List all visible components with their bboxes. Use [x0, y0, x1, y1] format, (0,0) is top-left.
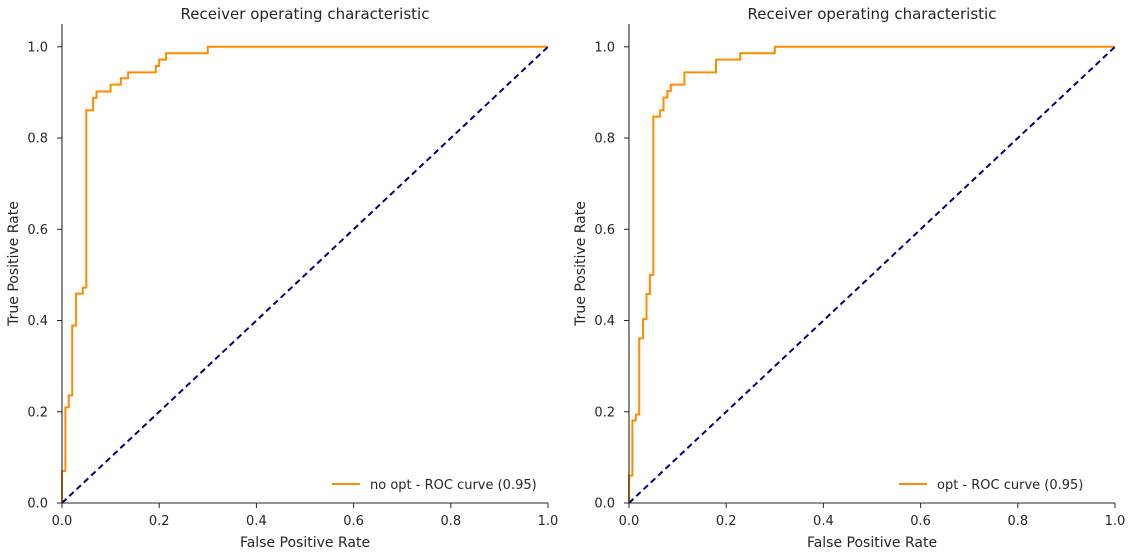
y-tick-label: 0.4: [27, 314, 48, 329]
y-tick-label: 0.0: [27, 497, 48, 512]
x-tick-label: 0.2: [716, 514, 737, 529]
chance-diagonal-line: [61, 46, 549, 504]
chart-panel-1: 0.0 0.2 0.4 0.6 0.8 1.0 0.0 0.2 0.4 0.6 0.8 1.0 Rece…: [6, 5, 558, 551]
chart-title: Receiver operating characteristic: [748, 5, 997, 23]
y-tick-label: 0.8: [594, 132, 615, 147]
y-tick-label: 0.0: [594, 497, 615, 512]
roc-curve-line: [628, 45, 1115, 503]
x-tick-label: 0.6: [910, 514, 931, 529]
x-tick-label: 0.0: [619, 514, 640, 529]
x-axis-label: False Positive Rate: [807, 535, 937, 551]
x-tick-label: 0.4: [246, 514, 267, 529]
chart-panel-2: 0.0 0.2 0.4 0.6 0.8 1.0 0.0 0.2 0.4 0.6 0.8 1.0 Rece…: [573, 5, 1125, 551]
y-tick-label: 0.6: [594, 223, 615, 238]
x-axis-label: False Positive Rate: [240, 535, 370, 551]
roc-curve-line: [61, 45, 548, 503]
x-tick-label: 0.6: [343, 514, 364, 529]
y-tick-label: 0.2: [27, 405, 48, 420]
x-tick-label: 1.0: [538, 514, 559, 529]
x-tick-label: 1.0: [1105, 514, 1126, 529]
x-tick-label: 0.4: [813, 514, 834, 529]
y-tick-label: 1.0: [594, 40, 615, 55]
y-tick-label: 0.4: [594, 314, 615, 329]
y-axis-label: True Positive Rate: [6, 201, 22, 327]
chart-title: Receiver operating characteristic: [181, 5, 430, 23]
y-tick-label: 0.2: [594, 405, 615, 420]
y-tick-label: 0.6: [27, 223, 48, 238]
legend-entry: no opt - ROC curve (0.95): [332, 478, 537, 493]
legend-entry: opt - ROC curve (0.95): [899, 478, 1083, 493]
y-axis-label: True Positive Rate: [573, 201, 589, 327]
x-tick-label: 0.8: [1007, 514, 1028, 529]
y-tick-label: 1.0: [27, 40, 48, 55]
legend-label: no opt - ROC curve (0.95): [370, 478, 537, 493]
chance-diagonal-line: [628, 46, 1116, 504]
x-tick-label: 0.8: [440, 514, 461, 529]
x-tick-label: 0.2: [149, 514, 170, 529]
x-tick-label: 0.0: [52, 514, 73, 529]
legend-label: opt - ROC curve (0.95): [937, 478, 1083, 493]
y-tick-label: 0.8: [27, 132, 48, 147]
